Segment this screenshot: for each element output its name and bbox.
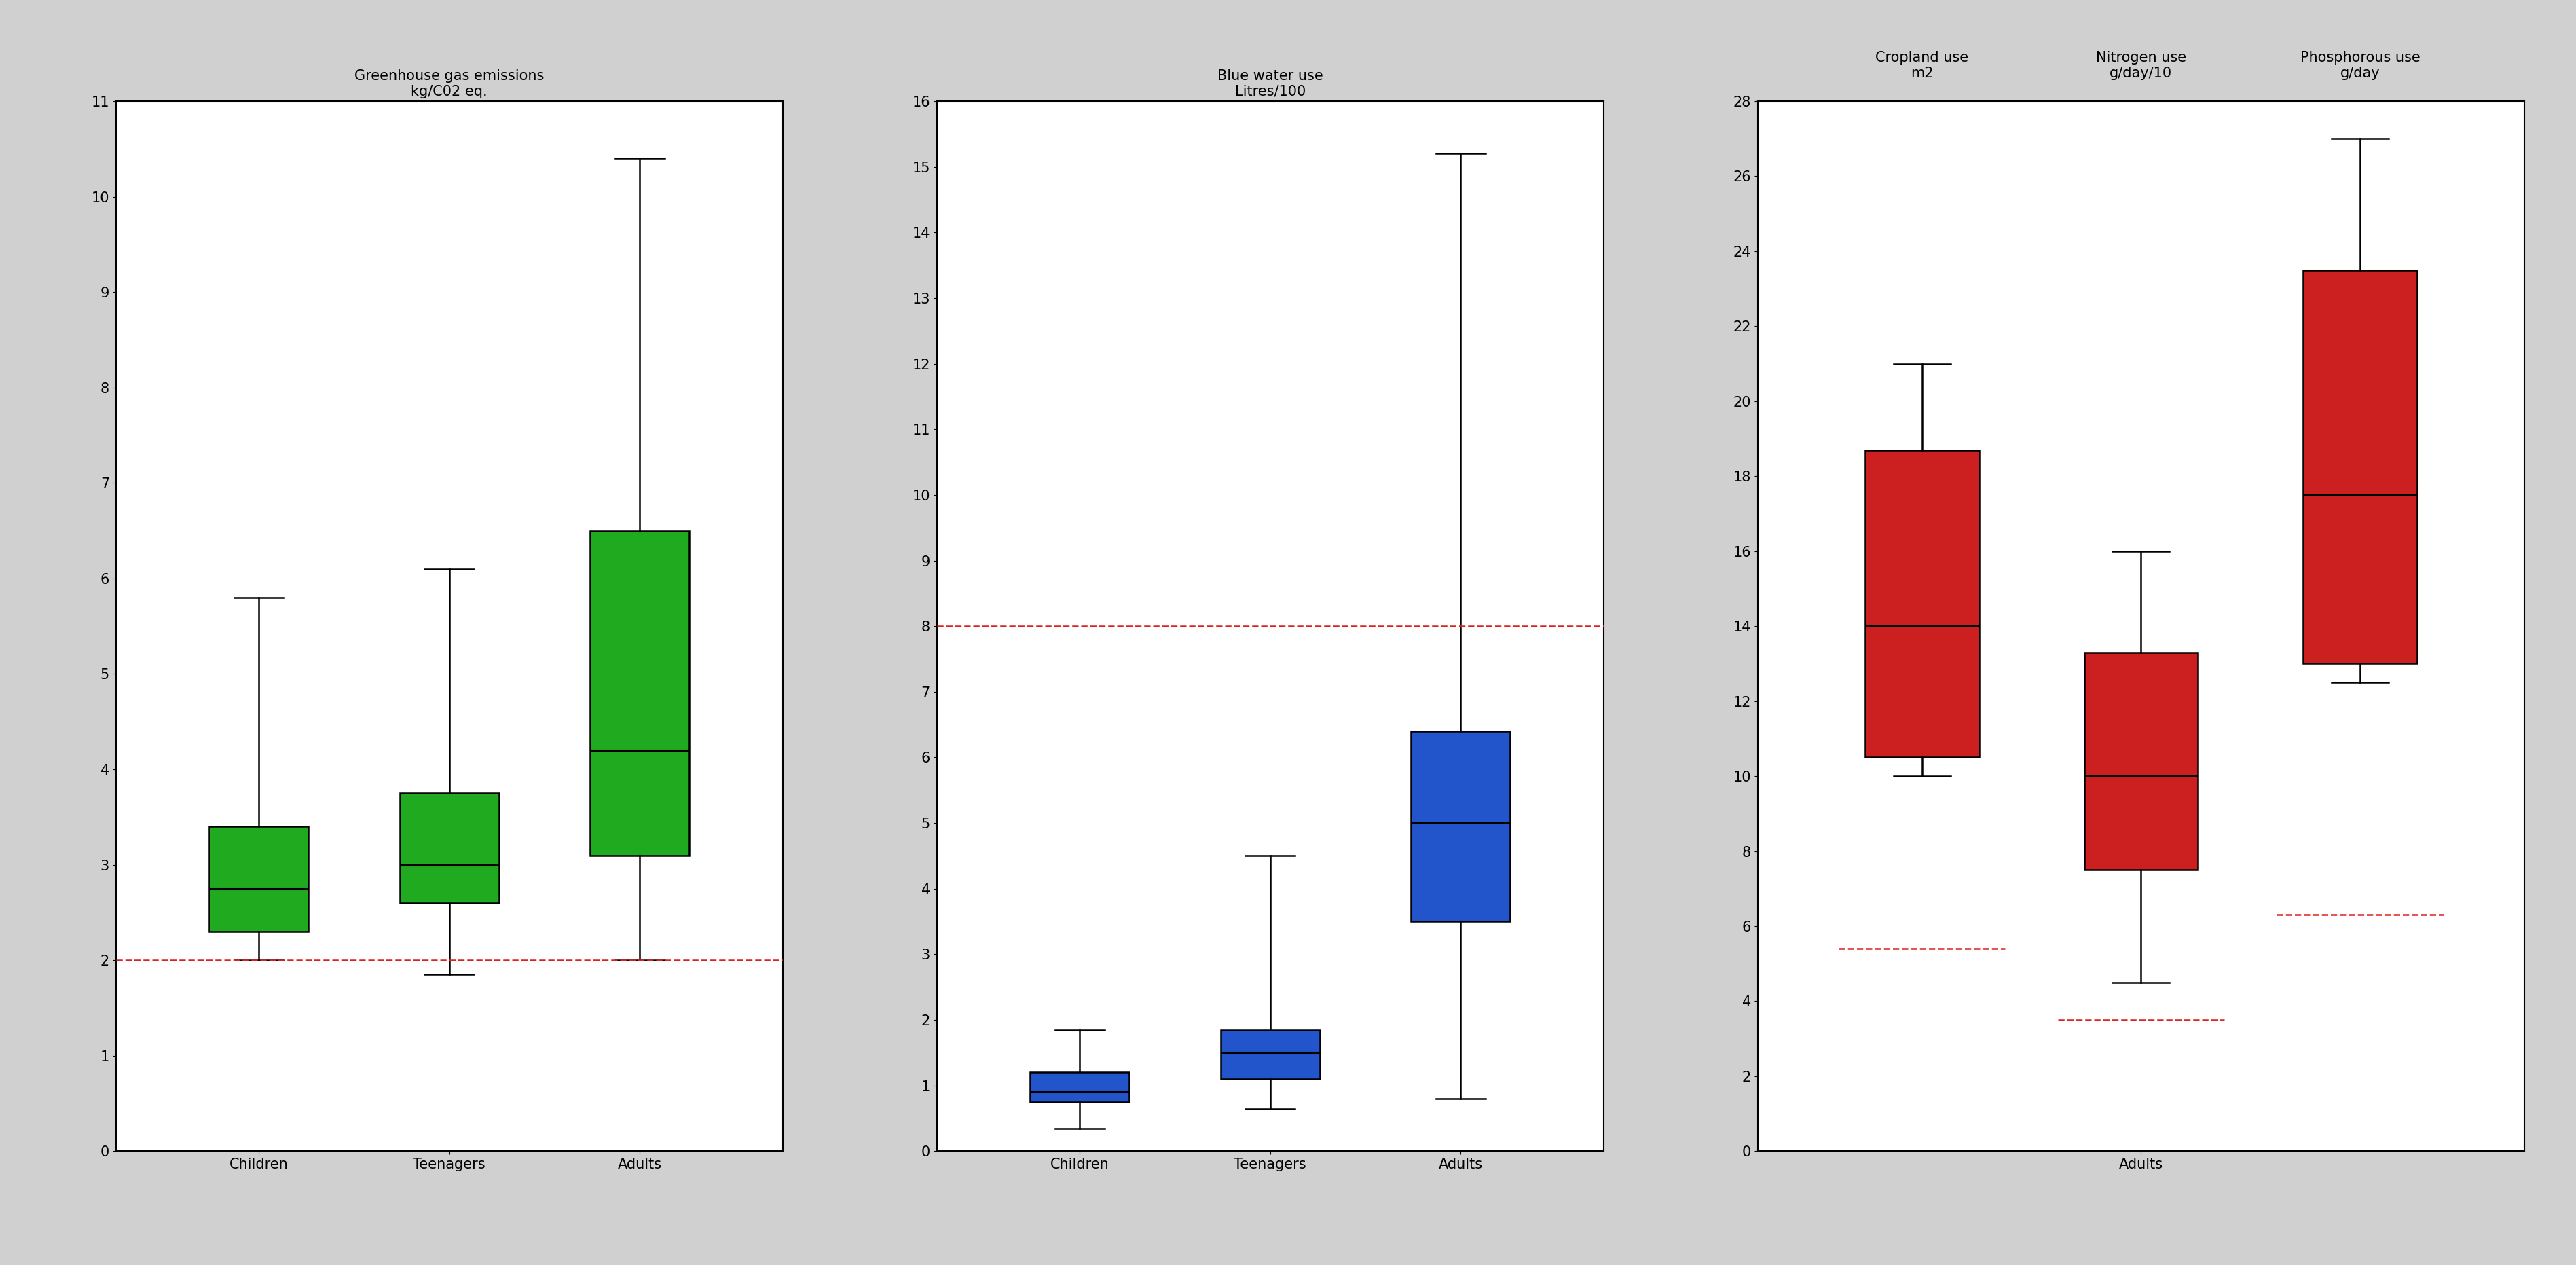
PathPatch shape [399,793,500,903]
Text: Cropland use
m2: Cropland use m2 [1875,51,1968,80]
Text: Nitrogen use
g/day/10: Nitrogen use g/day/10 [2097,51,2187,80]
PathPatch shape [1865,450,1978,758]
PathPatch shape [1221,1030,1319,1079]
PathPatch shape [2084,653,2197,870]
PathPatch shape [1412,731,1510,921]
PathPatch shape [1030,1073,1128,1102]
PathPatch shape [590,531,690,855]
PathPatch shape [209,826,309,931]
Title: Greenhouse gas emissions
kg/C02 eq.: Greenhouse gas emissions kg/C02 eq. [355,68,544,99]
Text: Phosphorous use
g/day: Phosphorous use g/day [2300,51,2421,80]
PathPatch shape [2303,269,2416,664]
Title: Blue water use
Litres/100: Blue water use Litres/100 [1218,68,1324,99]
